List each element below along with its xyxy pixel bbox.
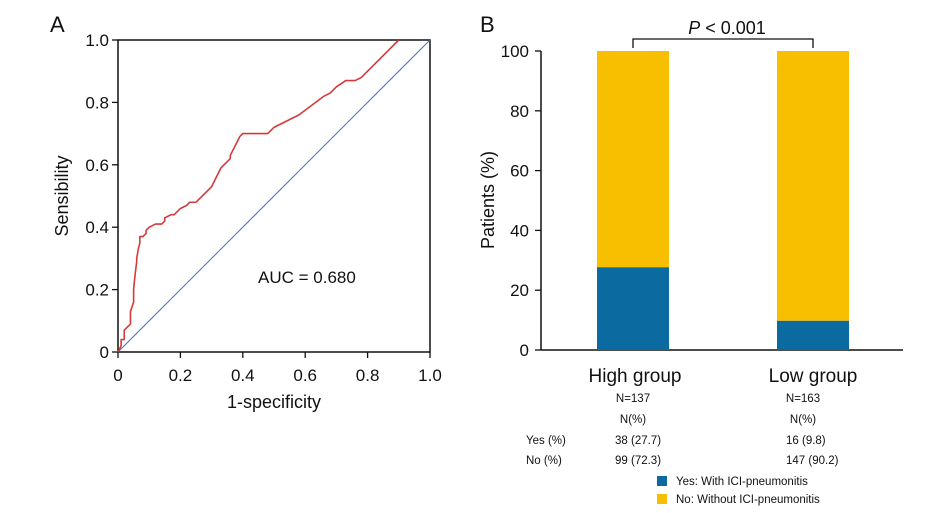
significance-bracket <box>632 38 814 48</box>
panel-a-y-tick-label: 1.0 <box>85 31 109 50</box>
low-group-no-value: 147 (90.2) <box>786 455 839 467</box>
panel-b-y-tick-label: 20 <box>510 281 529 300</box>
significance-label: P < 0.001 <box>688 18 766 38</box>
significance-p-symbol: P <box>688 18 700 38</box>
category-label-high-group: High group <box>589 366 682 387</box>
panel-a-plot-frame <box>117 39 431 353</box>
category-label-low-group: Low group <box>769 366 858 387</box>
significance-value: < 0.001 <box>700 18 766 38</box>
panel-a-y-tick-label: 0.2 <box>85 281 109 300</box>
panel-a-y-tick-label: 0.8 <box>85 93 109 112</box>
panel-a-x-tick-label: 0 <box>113 366 122 385</box>
panel-a-y-ticks: 0 0.2 0.4 0.6 0.8 1.0 <box>85 31 118 362</box>
bar-high-group-yes <box>597 267 669 350</box>
panel-b-y-ticks: 0 20 40 60 80 100 <box>501 42 541 360</box>
low-group-n-pct-header: N(%) <box>790 414 816 426</box>
bar-low-group-no <box>777 51 849 321</box>
legend-swatch-no <box>657 494 667 504</box>
panel-a-x-tick-label: 0.8 <box>356 366 380 385</box>
low-group-n: N=163 <box>786 393 820 405</box>
patient-count-table: N=137 N=163 N(%) N(%) Yes (%) 38 (27.7) … <box>526 393 839 467</box>
panel-a-x-tick-label: 0.4 <box>231 366 255 385</box>
panel-a-x-ticks: 0 0.2 0.4 0.6 0.8 1.0 <box>113 352 442 385</box>
legend-label-yes: Yes: With ICI-pneumonitis <box>676 476 808 488</box>
high-group-n-pct-header: N(%) <box>620 414 646 426</box>
bar-low-group-yes <box>777 320 849 350</box>
panel-b-y-tick-label: 80 <box>510 102 529 121</box>
panel-b-legend: Yes: With ICI-pneumonitis No: Without IC… <box>657 476 820 506</box>
panel-b-y-tick-label: 60 <box>510 162 529 181</box>
panel-b-y-axis-label: Patients (%) <box>478 151 498 249</box>
panel-a-y-tick-label: 0 <box>100 343 109 362</box>
high-group-yes-value: 38 (27.7) <box>615 435 661 447</box>
auc-annotation: AUC = 0.680 <box>258 268 356 287</box>
panel-a-x-tick-label: 0.2 <box>169 366 193 385</box>
reference-diagonal-line <box>117 39 431 353</box>
panel-a-x-axis-label: 1-specificity <box>227 392 321 412</box>
panel-a-label: A <box>50 12 65 37</box>
panel-a-y-axis-label: Sensibility <box>52 155 72 236</box>
panel-b-stacked-bar-chart: B 0 20 40 60 80 100 Patients (%) P < 0.001 Hi… <box>478 12 903 506</box>
bar-high-group-no <box>597 51 669 268</box>
panel-a-y-tick-label: 0.6 <box>85 156 109 175</box>
panel-b-y-tick-label: 100 <box>501 42 529 61</box>
panel-b-bars <box>597 51 849 350</box>
low-group-yes-value: 16 (9.8) <box>786 435 826 447</box>
panel-a-roc-chart: A 0 0.2 0.4 0.6 0.8 1.0 0 0.2 0.4 0.6 0.8 1.0 AUC … <box>50 12 442 412</box>
row-label-no: No (%) <box>526 455 562 467</box>
high-group-no-value: 99 (72.3) <box>615 455 661 467</box>
panel-a-x-tick-label: 1.0 <box>418 366 442 385</box>
legend-swatch-yes <box>657 476 667 486</box>
roc-curve-line <box>117 39 400 353</box>
panel-b-y-tick-label: 40 <box>510 221 529 240</box>
legend-label-no: No: Without ICI-pneumonitis <box>676 494 820 506</box>
panel-b-y-tick-label: 0 <box>520 341 529 360</box>
panel-a-y-tick-label: 0.4 <box>85 218 109 237</box>
high-group-n: N=137 <box>616 393 650 405</box>
row-label-yes: Yes (%) <box>526 435 566 447</box>
panel-a-x-tick-label: 0.6 <box>293 366 317 385</box>
panel-b-label: B <box>480 12 495 37</box>
